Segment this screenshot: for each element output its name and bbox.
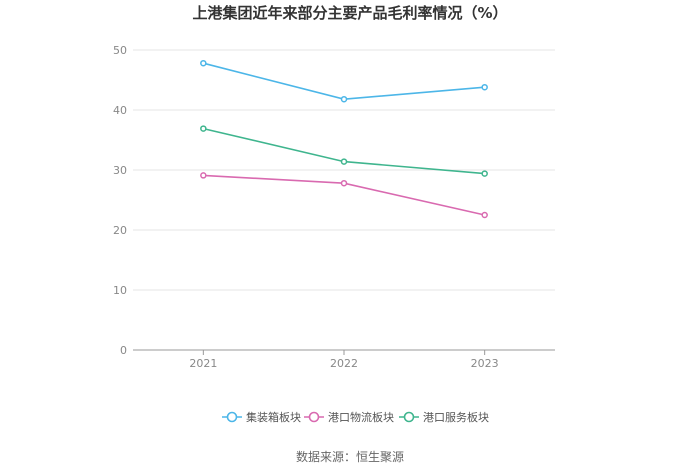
series-line [203,127,485,175]
series-line [203,62,485,101]
data-point [340,95,348,103]
x-axis: 2021 2022 2023 [189,350,499,370]
data-point [340,158,348,165]
y-tick-label: 40 [113,104,127,117]
data-point [200,125,207,132]
legend[interactable]: 集装箱板块 港口物流板块 港口服务板块 [222,410,489,424]
y-axis: 0 10 20 30 40 50 [113,44,127,357]
legend-item[interactable]: 集装箱板块 [222,410,301,424]
data-point [481,83,488,91]
data-point [481,211,488,219]
legend-item[interactable]: 港口物流板块 [304,410,394,424]
legend-marker-icon [308,411,320,423]
legend-marker-icon [226,411,238,423]
legend-label: 集装箱板块 [246,410,301,424]
series-group [200,59,488,219]
x-tick-label: 2021 [189,357,217,370]
legend-label: 港口服务板块 [423,410,489,424]
data-point [481,170,488,177]
data-source: 数据来源：恒生聚源 [296,449,404,464]
data-point [340,179,348,187]
legend-label: 港口物流板块 [328,410,394,424]
y-tick-label: 50 [113,44,127,57]
y-tick-label: 0 [120,344,127,357]
data-point [200,59,207,67]
legend-marker-icon [403,411,415,423]
chart-title: 上港集团近年来部分主要产品毛利率情况（%） [192,4,507,22]
x-tick-label: 2022 [330,357,358,370]
grid-lines [133,49,555,291]
y-tick-label: 30 [113,164,127,177]
y-tick-label: 20 [113,224,127,237]
legend-item[interactable]: 港口服务板块 [399,410,489,424]
x-tick-label: 2023 [471,357,499,370]
y-tick-label: 10 [113,284,127,297]
data-point [200,172,207,179]
